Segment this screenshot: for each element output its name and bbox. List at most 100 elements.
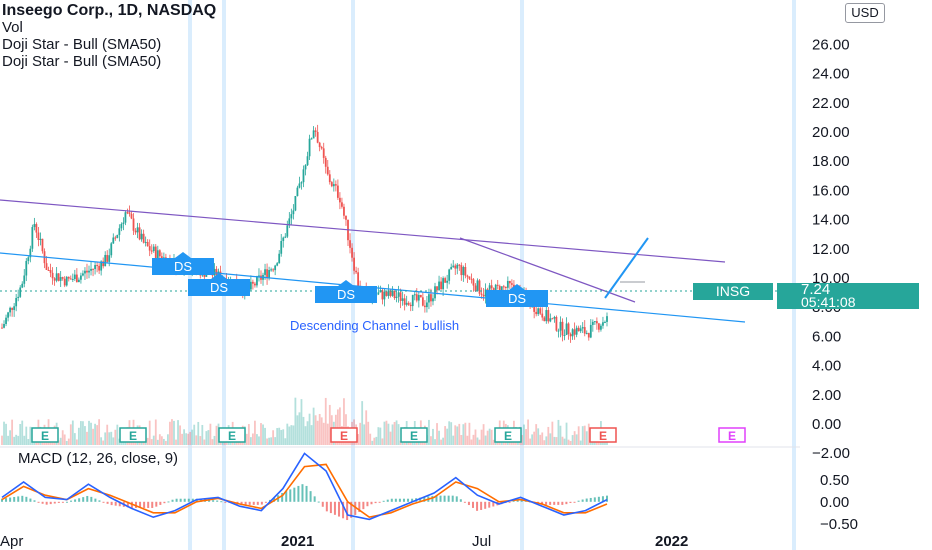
volume-bar xyxy=(213,435,216,445)
volume-bar xyxy=(292,425,295,445)
candle-body xyxy=(569,334,572,337)
macd-histogram-bar xyxy=(593,497,596,502)
macd-histogram-bar xyxy=(321,501,324,507)
candle-body xyxy=(415,294,418,301)
macd-histogram-bar xyxy=(585,498,588,502)
earnings-marker-label: E xyxy=(41,429,49,443)
macd-histogram-bar xyxy=(350,501,353,518)
earnings-marker[interactable] xyxy=(119,427,147,443)
macd-histogram-bar xyxy=(565,501,568,505)
candle-body xyxy=(77,279,80,283)
candle-body xyxy=(551,318,554,320)
volume-bar xyxy=(199,436,202,445)
candle-body xyxy=(395,296,398,299)
price-axis[interactable]: 26.00 24.00 22.00 20.00 18.00 16.00 14.00 12.00… xyxy=(0,36,858,533)
candle-body xyxy=(389,290,392,296)
candle-body xyxy=(110,243,113,256)
candle-body xyxy=(486,289,489,291)
volume-bar xyxy=(557,419,560,445)
volume-bar xyxy=(264,427,266,445)
earnings-marker[interactable] xyxy=(330,427,358,443)
volume-bar xyxy=(290,425,293,445)
volume-bar xyxy=(517,440,519,445)
candle-body xyxy=(80,275,82,280)
candle-body xyxy=(266,269,268,278)
candle-body xyxy=(249,281,252,290)
candle-body xyxy=(446,280,449,283)
indicator-doji-2[interactable]: Doji Star - Bull (SMA50) xyxy=(2,53,162,70)
ds-marker[interactable] xyxy=(152,252,214,275)
candle-body xyxy=(73,274,76,279)
candle-body xyxy=(383,291,386,300)
macd-histogram-bar xyxy=(240,501,243,505)
volume-bar xyxy=(326,423,329,445)
earnings-marker[interactable] xyxy=(718,427,746,443)
y-tick-label: 10.00 xyxy=(812,270,850,287)
macd-histogram-bar xyxy=(167,501,170,503)
last-price-tag: 7.24 05:41:08 xyxy=(777,282,919,309)
macd-histogram-bar xyxy=(155,501,158,507)
candle-body xyxy=(591,321,594,325)
y-tick-label: 6.00 xyxy=(812,328,841,345)
candle-body xyxy=(308,138,311,157)
macd-histogram-bar xyxy=(57,501,60,503)
candle-body xyxy=(136,227,139,233)
volume-bar xyxy=(391,424,394,445)
macd-histogram-bar xyxy=(126,501,129,508)
earnings-marker[interactable] xyxy=(494,427,522,443)
earnings-marker[interactable] xyxy=(31,427,59,443)
candle-body xyxy=(452,265,455,267)
macd-histogram-bar xyxy=(143,501,146,508)
time-axis[interactable]: Apr 2021 Jul 2022 xyxy=(0,533,688,550)
ds-marker[interactable] xyxy=(315,280,377,303)
candle-body xyxy=(595,321,598,324)
ds-marker[interactable] xyxy=(486,284,548,307)
candle-body xyxy=(126,212,129,214)
candle-body xyxy=(106,254,109,262)
macd-legend[interactable]: MACD (12, 26, close, 9) xyxy=(18,450,179,467)
candle-body xyxy=(604,321,606,323)
macd-histogram-bar xyxy=(309,491,312,502)
ds-marker[interactable] xyxy=(188,273,250,296)
macd-histogram-bar xyxy=(573,501,576,503)
currency-badge[interactable]: USD xyxy=(845,3,885,23)
candle-body xyxy=(571,329,574,337)
candle-body xyxy=(152,246,155,251)
indicator-vol[interactable]: Vol xyxy=(2,19,23,36)
doji-star-markers[interactable]: DS DS DS DS xyxy=(152,252,548,307)
symbol-title[interactable]: Inseego Corp., 1D, NASDAQ xyxy=(2,2,217,19)
candle-body xyxy=(67,276,70,279)
macd-histogram-bar xyxy=(553,501,556,505)
candle-body xyxy=(280,240,283,254)
earnings-marker[interactable] xyxy=(218,427,246,443)
volume-bar xyxy=(71,420,74,445)
macd-histogram-bar xyxy=(423,497,426,502)
macd-histogram-bar xyxy=(374,501,377,504)
volume-bar xyxy=(563,438,566,445)
candle-body xyxy=(286,225,289,237)
candle-body xyxy=(15,297,18,307)
volume-bar xyxy=(215,425,218,445)
candle-body xyxy=(122,222,125,224)
candle-body xyxy=(593,321,596,323)
candle-body xyxy=(326,166,329,175)
candle-body xyxy=(426,302,428,308)
macd-histogram-bar xyxy=(248,501,251,505)
volume-bar xyxy=(555,437,558,445)
indicator-doji-1[interactable]: Doji Star - Bull (SMA50) xyxy=(2,36,162,53)
volume-bar xyxy=(310,425,313,445)
candle-body xyxy=(464,266,467,276)
macd-histogram-bar xyxy=(61,501,64,503)
macd-histogram-bar xyxy=(333,501,336,515)
earnings-marker[interactable] xyxy=(400,427,428,443)
volume-bar xyxy=(322,422,325,445)
macd-histogram-bar xyxy=(390,498,393,502)
macd-histogram-bar xyxy=(435,495,438,502)
macd-histogram-bar xyxy=(82,497,85,502)
earnings-marker[interactable] xyxy=(589,427,617,443)
volume-bar xyxy=(561,436,564,445)
volume-bar xyxy=(567,439,570,445)
macd-histogram-bar xyxy=(147,501,150,508)
